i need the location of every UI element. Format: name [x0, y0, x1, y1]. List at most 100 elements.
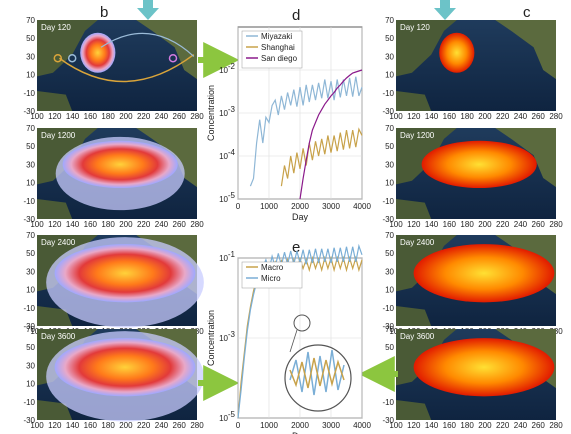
map-x-tick: 240 — [514, 112, 528, 121]
x-tick-label: 1000 — [260, 421, 278, 430]
australia-land — [396, 198, 432, 219]
map-y-tick: -30 — [23, 416, 35, 425]
map-x-tick: 180 — [101, 112, 115, 121]
map-panel: Day 240070503010-10-30100120140160180200… — [23, 231, 204, 336]
plume — [413, 338, 555, 397]
legend-entry: Macro — [261, 263, 284, 272]
x-tick-label: 2000 — [291, 202, 309, 211]
legend-entry: Miyazaki — [261, 32, 292, 41]
map-x-tick: 280 — [190, 112, 204, 121]
map-x-tick: 280 — [190, 220, 204, 229]
map-x-tick: 280 — [549, 327, 563, 336]
legend-entry: San diego — [261, 54, 298, 63]
series-line-shanghai — [280, 127, 363, 187]
map-x-tick: 160 — [84, 421, 98, 430]
map-x-tick: 180 — [460, 220, 474, 229]
map-x-tick: 260 — [173, 112, 187, 121]
america-land — [495, 20, 556, 80]
map-x-tick: 140 — [66, 112, 80, 121]
x-tick-label: 2000 — [291, 421, 309, 430]
map-x-tick: 100 — [389, 220, 403, 229]
map-y-tick: -30 — [382, 215, 394, 224]
map-y-tick: 10 — [385, 286, 394, 295]
map-y-tick: 70 — [385, 124, 394, 133]
map-y-tick: 50 — [26, 34, 35, 43]
map-y-tick: -30 — [23, 215, 35, 224]
map-y-tick: 10 — [26, 380, 35, 389]
map-x-tick: 200 — [119, 421, 133, 430]
zoom-connector — [289, 329, 298, 353]
asia-land — [37, 20, 98, 77]
map-y-tick: 50 — [385, 34, 394, 43]
map-y-tick: -30 — [23, 107, 35, 116]
map-y-tick: -10 — [382, 304, 394, 313]
legend-entry: Shanghai — [261, 43, 295, 52]
map-x-tick: 260 — [532, 220, 546, 229]
site-marker — [67, 53, 77, 63]
x-tick-label: 4000 — [353, 421, 371, 430]
map-y-tick: 10 — [385, 71, 394, 80]
map-y-tick: 30 — [26, 361, 35, 370]
x-axis-label: Day — [292, 212, 309, 222]
y-tick-label: 10 — [219, 66, 228, 75]
y-tick-label: 10 — [219, 152, 228, 161]
australia-land — [37, 90, 73, 111]
zoom-marker — [293, 314, 311, 332]
panel-label-d: d — [292, 7, 300, 24]
america-land — [136, 20, 197, 80]
map-y-tick: 50 — [26, 249, 35, 258]
chart-e: 0100020003000400010-510-310-1MacroMicroD… — [206, 243, 371, 434]
map-y-tick: -30 — [382, 107, 394, 116]
map-x-tick: 280 — [190, 327, 204, 336]
map-x-tick: 140 — [425, 220, 439, 229]
map-x-tick: 220 — [496, 421, 510, 430]
legend: Miyazaki Shanghai San diego — [241, 30, 303, 69]
australia-land — [37, 305, 73, 326]
map-y-tick: 30 — [26, 267, 35, 276]
panel-label-e: e — [292, 239, 300, 256]
map-y-tick: -10 — [382, 398, 394, 407]
map-x-tick: 100 — [30, 421, 44, 430]
map-x-tick: 220 — [137, 112, 151, 121]
map-x-tick: 200 — [478, 421, 492, 430]
y-tick-label: 10 — [219, 109, 228, 118]
map-y-tick: 10 — [26, 71, 35, 80]
map-x-tick: 280 — [549, 112, 563, 121]
map-x-tick: 240 — [514, 421, 528, 430]
map-x-tick: 260 — [532, 112, 546, 121]
day-label: Day 3600 — [41, 332, 76, 341]
map-y-tick: 70 — [26, 231, 35, 240]
map-y-tick: 70 — [385, 325, 394, 334]
map-x-tick: 220 — [496, 220, 510, 229]
map-y-tick: -10 — [23, 89, 35, 98]
day-label: Day 120 — [400, 23, 430, 32]
australia-land — [396, 305, 432, 326]
map-y-tick: 50 — [385, 343, 394, 352]
map-x-tick: 260 — [173, 220, 187, 229]
series-line-miyazaki — [249, 76, 363, 187]
map-x-tick: 180 — [460, 112, 474, 121]
map-x-tick: 140 — [66, 421, 80, 430]
map-x-tick: 100 — [30, 220, 44, 229]
panel-label-b: b — [100, 4, 108, 21]
y-tick-label: 10 — [219, 334, 228, 343]
map-y-tick: 70 — [26, 325, 35, 334]
map-y-tick: 70 — [385, 231, 394, 240]
map-x-tick: 180 — [101, 421, 115, 430]
site-marker — [168, 53, 178, 63]
map-y-tick: 50 — [26, 343, 35, 352]
map-y-tick: 30 — [385, 52, 394, 61]
map-x-tick: 180 — [460, 421, 474, 430]
legend-box — [241, 30, 303, 69]
y-tick-exponent: -1 — [228, 250, 236, 259]
map-x-tick: 200 — [119, 220, 133, 229]
trajectory-path — [100, 32, 195, 57]
day-label: Day 2400 — [400, 238, 435, 247]
map-x-tick: 120 — [407, 220, 421, 229]
map-x-tick: 260 — [532, 421, 546, 430]
map-x-tick: 120 — [407, 421, 421, 430]
